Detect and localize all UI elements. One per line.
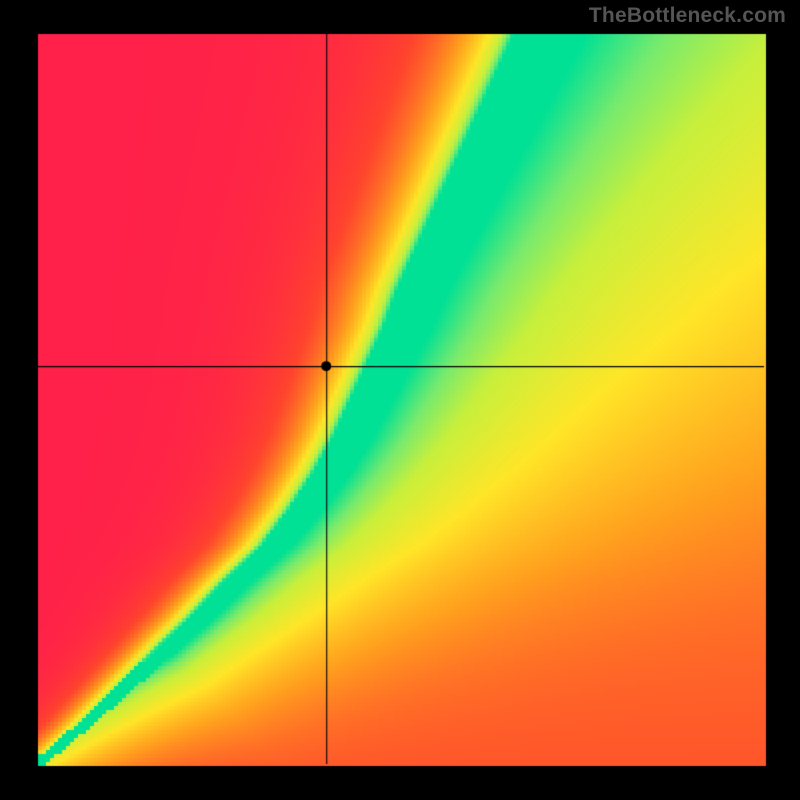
chart-container: TheBottleneck.com <box>0 0 800 800</box>
watermark-text: TheBottleneck.com <box>589 4 786 28</box>
heatmap-canvas <box>0 0 800 800</box>
